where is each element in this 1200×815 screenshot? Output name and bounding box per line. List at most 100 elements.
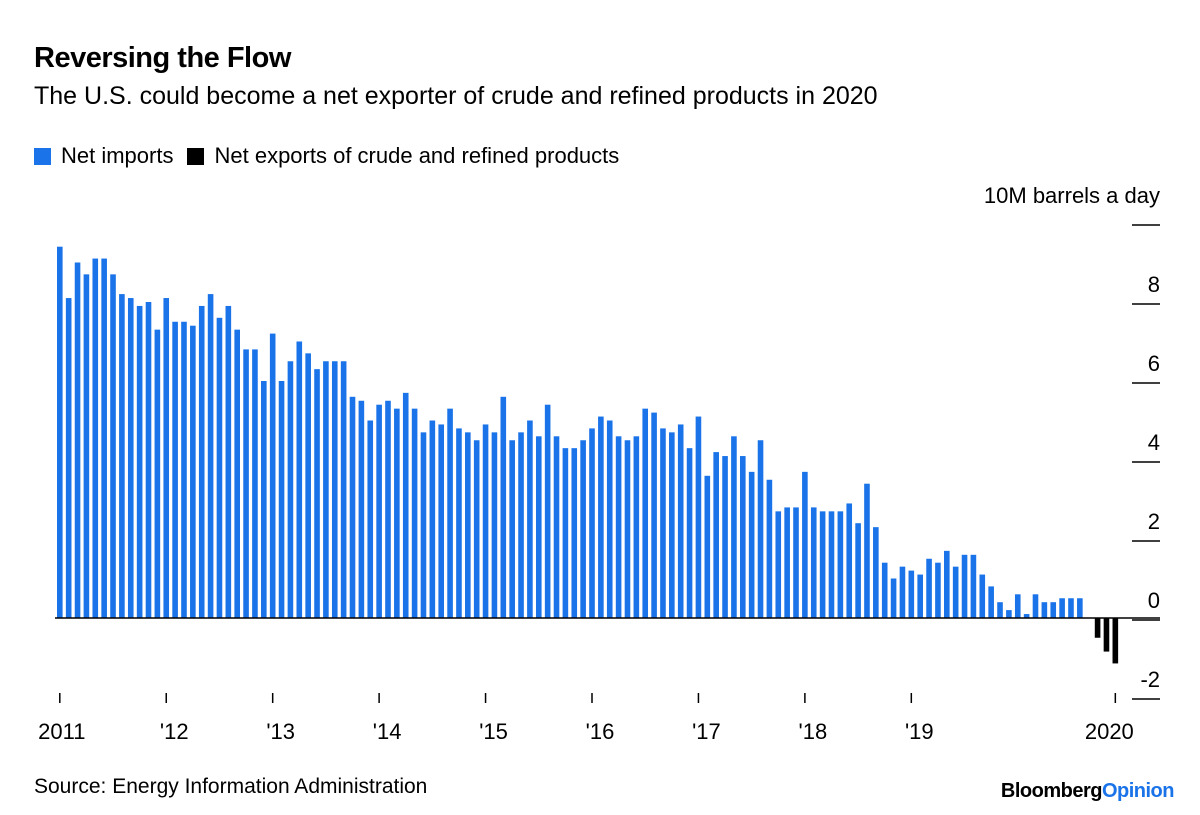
bar-net-imports bbox=[917, 574, 923, 618]
bar-net-imports bbox=[119, 294, 125, 618]
chart-title: Reversing the Flow bbox=[34, 42, 291, 74]
y-tick-label: 6 bbox=[1148, 351, 1160, 376]
brand-opinion: Opinion bbox=[1101, 780, 1175, 802]
bar-net-imports bbox=[1032, 594, 1039, 618]
bar-net-imports bbox=[810, 507, 817, 618]
bar-net-imports bbox=[163, 298, 170, 618]
bar-net-imports bbox=[296, 341, 303, 618]
bar-net-imports bbox=[784, 507, 790, 618]
bar-net-imports bbox=[757, 440, 764, 618]
chart-subtitle: The U.S. could become a net exporter of … bbox=[34, 82, 878, 110]
legend-label-exports: Net exports of crude and refined product… bbox=[214, 143, 620, 168]
legend-swatch-exports bbox=[187, 147, 205, 165]
bar-net-imports bbox=[651, 412, 657, 618]
brand-bloomberg: Bloomberg bbox=[1000, 780, 1103, 802]
legend-label-imports: Net imports bbox=[61, 143, 174, 168]
bar-net-imports bbox=[92, 258, 99, 618]
bar-net-imports bbox=[828, 511, 835, 618]
bar-net-imports bbox=[314, 369, 320, 618]
bar-net-imports bbox=[598, 416, 604, 618]
bar-net-imports bbox=[527, 420, 533, 618]
bar-net-imports bbox=[101, 258, 107, 618]
bar-net-imports bbox=[234, 329, 240, 618]
bar-net-imports bbox=[855, 523, 861, 618]
x-tick-label: '14 bbox=[373, 719, 402, 744]
bar-net-imports bbox=[899, 566, 906, 618]
bar-net-exports bbox=[1112, 618, 1119, 664]
bar-net-imports bbox=[1068, 598, 1074, 618]
bar-net-imports bbox=[970, 554, 977, 618]
source-note: Source: Energy Information Administratio… bbox=[34, 775, 428, 798]
legend-item-imports: Net imports bbox=[34, 143, 173, 169]
bar-net-imports bbox=[731, 436, 737, 618]
bar-net-imports bbox=[1041, 602, 1048, 618]
bar-net-imports bbox=[261, 381, 267, 618]
bar-net-imports bbox=[509, 440, 515, 618]
bar-net-imports bbox=[181, 321, 187, 618]
bar-net-exports bbox=[1103, 618, 1110, 652]
bar-net-imports bbox=[677, 424, 684, 618]
y-tick-label: -2 bbox=[1140, 667, 1160, 692]
bar-net-imports bbox=[225, 305, 232, 618]
bar-net-imports bbox=[660, 428, 666, 618]
bar-net-imports bbox=[465, 432, 471, 618]
bar-net-imports bbox=[926, 558, 932, 618]
bar-net-imports bbox=[890, 578, 897, 618]
bar-net-imports bbox=[127, 298, 134, 618]
bar-net-imports bbox=[997, 602, 1003, 618]
bar-net-imports bbox=[1077, 598, 1083, 618]
bar-net-imports bbox=[979, 574, 986, 618]
x-tick-label: '17 bbox=[692, 719, 721, 744]
bar-net-imports bbox=[518, 432, 524, 618]
bar-net-imports bbox=[722, 456, 728, 618]
bar-net-imports bbox=[411, 408, 418, 618]
y-tick-label: 0 bbox=[1148, 588, 1160, 613]
bar-net-imports bbox=[748, 471, 755, 618]
bar-net-imports bbox=[394, 408, 400, 618]
bar-net-imports bbox=[589, 428, 595, 618]
bar-net-imports bbox=[864, 483, 870, 618]
y-tick-label: 2 bbox=[1148, 509, 1160, 534]
bar-net-imports bbox=[429, 420, 436, 618]
bar-net-imports bbox=[571, 448, 578, 618]
bar-net-imports bbox=[686, 448, 693, 618]
bar-net-imports bbox=[766, 479, 773, 618]
bar-net-imports bbox=[1059, 598, 1065, 618]
bar-net-imports bbox=[190, 325, 196, 618]
bar-net-imports bbox=[535, 436, 542, 618]
bar-net-imports bbox=[1023, 614, 1030, 618]
bar-net-imports bbox=[323, 361, 329, 618]
bar-net-imports bbox=[243, 349, 249, 618]
bar-net-imports bbox=[704, 475, 711, 618]
bar-net-imports bbox=[456, 428, 462, 618]
bar-net-imports bbox=[500, 396, 507, 618]
bar-net-imports bbox=[358, 400, 365, 618]
bar-net-imports bbox=[349, 396, 356, 618]
bar-net-imports bbox=[802, 471, 808, 618]
bar-net-imports bbox=[473, 440, 480, 618]
bar-net-imports bbox=[154, 329, 161, 618]
bar-net-imports bbox=[642, 408, 649, 618]
bar-net-imports bbox=[491, 432, 498, 618]
bar-net-imports bbox=[669, 432, 675, 618]
bar-net-imports bbox=[287, 361, 294, 618]
bar-net-imports bbox=[110, 274, 116, 618]
bar-net-imports bbox=[278, 381, 285, 618]
bar-net-imports bbox=[207, 294, 214, 618]
bar-net-imports bbox=[340, 361, 347, 618]
bar-net-imports bbox=[695, 416, 702, 618]
bar-net-imports bbox=[562, 448, 569, 618]
bar-net-imports bbox=[198, 305, 205, 618]
x-tick-label: 2020 bbox=[1085, 719, 1134, 744]
bar-net-imports bbox=[944, 550, 950, 618]
bar-net-imports bbox=[935, 562, 941, 618]
x-tick-label: '13 bbox=[266, 719, 295, 744]
bar-net-imports bbox=[837, 511, 844, 618]
bar-net-imports bbox=[633, 436, 640, 618]
bar-net-imports bbox=[438, 424, 445, 618]
bar-net-imports bbox=[961, 554, 968, 618]
bar-net-imports bbox=[402, 392, 409, 618]
bar-net-imports bbox=[57, 246, 63, 618]
bar-net-imports bbox=[624, 440, 631, 618]
bar-net-imports bbox=[482, 424, 489, 618]
